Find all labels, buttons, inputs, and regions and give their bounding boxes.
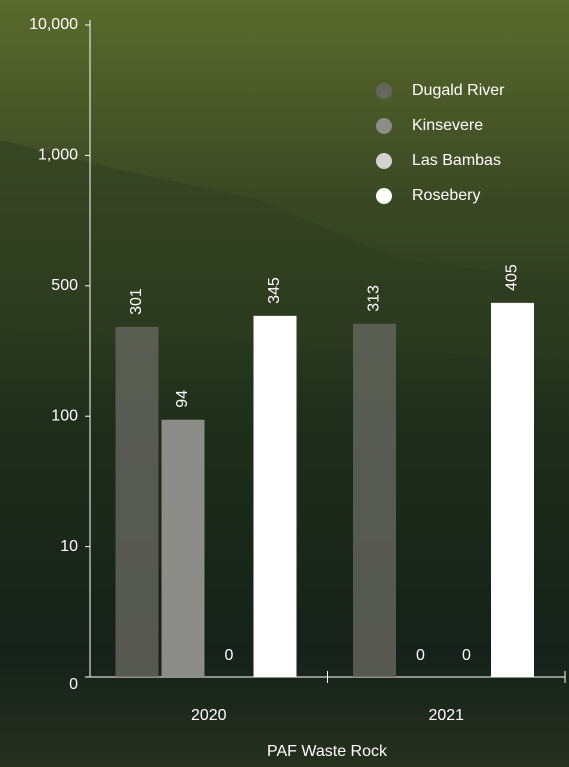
legend-label: Kinsevere	[412, 117, 483, 134]
legend-label: Dugald River	[412, 82, 505, 99]
y-tick-label: 10	[60, 538, 78, 555]
legend-label: Rosebery	[412, 187, 480, 204]
bar	[353, 323, 396, 677]
background-hill	[0, 140, 569, 360]
bar	[115, 326, 159, 677]
legend-marker	[376, 188, 392, 204]
value-label: 301	[128, 288, 145, 315]
value-label: 345	[266, 277, 283, 304]
y-tick-label: 100	[51, 407, 78, 424]
bar	[161, 419, 205, 677]
y-tick-label: 10,000	[29, 16, 78, 33]
value-label: 405	[504, 264, 521, 291]
bar	[491, 302, 534, 677]
x-tick-label: 2020	[191, 707, 227, 724]
value-label: 0	[225, 647, 234, 664]
value-label: 0	[462, 647, 471, 664]
legend-marker	[376, 83, 392, 99]
y-tick-label: 500	[51, 277, 78, 294]
bar	[253, 315, 297, 677]
legend-marker	[376, 118, 392, 134]
x-tick-label: 2021	[428, 707, 464, 724]
y-tick-label: 1,000	[38, 147, 78, 164]
value-label: 94	[174, 390, 191, 408]
x-axis-title: PAF Waste Rock	[267, 743, 388, 760]
legend-label: Las Bambas	[412, 152, 501, 169]
legend-marker	[376, 153, 392, 169]
value-label: 313	[366, 285, 383, 312]
y-tick-label: 0	[69, 676, 78, 693]
value-label: 0	[416, 647, 425, 664]
